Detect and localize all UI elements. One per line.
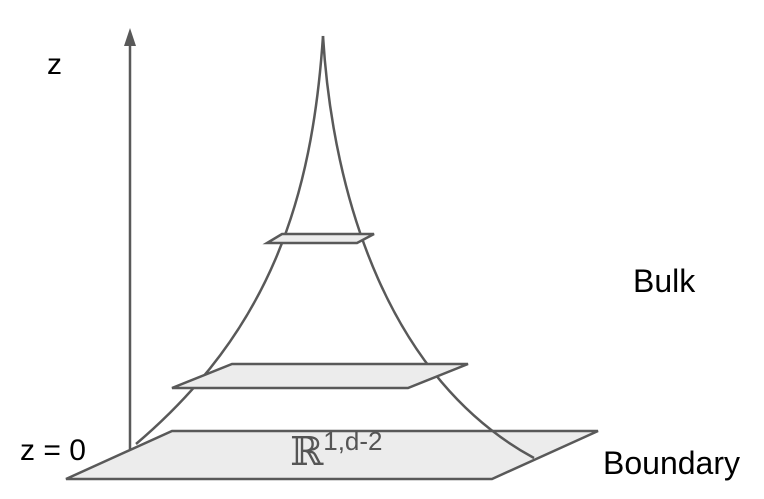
upper-slice-plane (262, 232, 375, 245)
space-dimension-superscript: 1,d-2 (323, 426, 383, 456)
boundary-plane (65, 429, 599, 481)
middle-slice-plane (171, 362, 469, 390)
z-axis-arrowhead (124, 28, 136, 46)
z-zero-label: z = 0 (20, 434, 86, 467)
left-warp-curve (135, 35, 325, 445)
boundary-space-label: ℝ1,d-2 (290, 428, 383, 472)
z-axis-label: z (47, 48, 62, 81)
real-space-symbol: ℝ (290, 429, 324, 475)
bulk-label: Bulk (633, 263, 696, 299)
right-warp-curve (321, 35, 535, 460)
boundary-label: Boundary (603, 445, 740, 481)
